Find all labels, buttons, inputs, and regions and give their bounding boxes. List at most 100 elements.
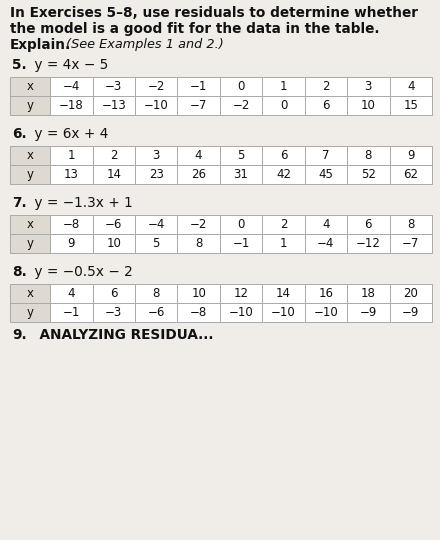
Text: 42: 42 bbox=[276, 168, 291, 181]
Bar bbox=[50, 234, 92, 253]
Text: 13: 13 bbox=[64, 168, 79, 181]
Bar bbox=[92, 96, 135, 115]
Text: 1: 1 bbox=[280, 80, 287, 93]
Bar bbox=[50, 146, 92, 165]
Bar bbox=[50, 303, 92, 322]
Bar bbox=[135, 284, 177, 303]
Text: 6: 6 bbox=[365, 218, 372, 231]
Bar bbox=[304, 303, 347, 322]
Text: 20: 20 bbox=[403, 287, 418, 300]
Text: 8: 8 bbox=[407, 218, 414, 231]
Text: Explain.: Explain. bbox=[10, 38, 71, 52]
Text: −6: −6 bbox=[147, 306, 165, 319]
Text: 8: 8 bbox=[153, 287, 160, 300]
Text: 4: 4 bbox=[407, 80, 414, 93]
Text: 3: 3 bbox=[365, 80, 372, 93]
Bar bbox=[177, 96, 220, 115]
Bar bbox=[347, 303, 389, 322]
Text: 4: 4 bbox=[322, 218, 330, 231]
Bar bbox=[304, 165, 347, 184]
Text: x: x bbox=[26, 287, 33, 300]
Text: 52: 52 bbox=[361, 168, 376, 181]
Text: 5: 5 bbox=[153, 237, 160, 250]
Text: 62: 62 bbox=[403, 168, 418, 181]
Bar bbox=[304, 234, 347, 253]
Bar bbox=[347, 215, 389, 234]
Bar bbox=[347, 234, 389, 253]
Bar bbox=[177, 234, 220, 253]
Text: −2: −2 bbox=[190, 218, 207, 231]
Text: y = −1.3x + 1: y = −1.3x + 1 bbox=[30, 196, 133, 210]
Bar bbox=[304, 215, 347, 234]
Text: 0: 0 bbox=[280, 99, 287, 112]
Bar bbox=[10, 77, 50, 96]
Text: −18: −18 bbox=[59, 99, 84, 112]
Text: −10: −10 bbox=[271, 306, 296, 319]
Bar bbox=[10, 215, 50, 234]
Text: −9: −9 bbox=[359, 306, 377, 319]
Bar bbox=[347, 96, 389, 115]
Text: 2: 2 bbox=[322, 80, 330, 93]
Text: y = 6x + 4: y = 6x + 4 bbox=[30, 127, 108, 141]
Text: 0: 0 bbox=[237, 80, 245, 93]
Text: −4: −4 bbox=[317, 237, 334, 250]
Text: 15: 15 bbox=[403, 99, 418, 112]
Text: −8: −8 bbox=[62, 218, 80, 231]
Text: −1: −1 bbox=[62, 306, 80, 319]
Bar bbox=[135, 77, 177, 96]
Text: −3: −3 bbox=[105, 306, 122, 319]
Text: 4: 4 bbox=[68, 287, 75, 300]
Text: x: x bbox=[26, 218, 33, 231]
Bar bbox=[220, 146, 262, 165]
Text: −13: −13 bbox=[101, 99, 126, 112]
Text: 18: 18 bbox=[361, 287, 376, 300]
Text: −6: −6 bbox=[105, 218, 122, 231]
Text: 9: 9 bbox=[68, 237, 75, 250]
Text: 8.: 8. bbox=[12, 265, 27, 279]
Bar bbox=[262, 96, 304, 115]
Text: 9.: 9. bbox=[12, 328, 27, 342]
Text: 6.: 6. bbox=[12, 127, 27, 141]
Text: 7.: 7. bbox=[12, 196, 27, 210]
Text: −4: −4 bbox=[62, 80, 80, 93]
Bar bbox=[389, 77, 432, 96]
Bar bbox=[389, 165, 432, 184]
Text: 6: 6 bbox=[110, 287, 117, 300]
Text: y: y bbox=[26, 237, 33, 250]
Text: −10: −10 bbox=[229, 306, 253, 319]
Text: 2: 2 bbox=[110, 149, 117, 162]
Bar bbox=[389, 234, 432, 253]
Text: x: x bbox=[26, 80, 33, 93]
Text: 6: 6 bbox=[280, 149, 287, 162]
Bar bbox=[262, 284, 304, 303]
Bar bbox=[389, 96, 432, 115]
Text: −8: −8 bbox=[190, 306, 207, 319]
Bar bbox=[262, 215, 304, 234]
Text: 1: 1 bbox=[68, 149, 75, 162]
Bar bbox=[135, 215, 177, 234]
Bar bbox=[92, 146, 135, 165]
Text: −1: −1 bbox=[232, 237, 250, 250]
Bar bbox=[389, 215, 432, 234]
Bar bbox=[220, 234, 262, 253]
Text: 8: 8 bbox=[195, 237, 202, 250]
Text: 16: 16 bbox=[319, 287, 334, 300]
Bar bbox=[10, 234, 50, 253]
Bar bbox=[177, 215, 220, 234]
Bar bbox=[50, 96, 92, 115]
Text: −10: −10 bbox=[314, 306, 338, 319]
Text: −4: −4 bbox=[147, 218, 165, 231]
Text: 10: 10 bbox=[106, 237, 121, 250]
Text: 3: 3 bbox=[153, 149, 160, 162]
Bar bbox=[92, 234, 135, 253]
Text: 4: 4 bbox=[195, 149, 202, 162]
Text: 8: 8 bbox=[365, 149, 372, 162]
Text: −10: −10 bbox=[144, 99, 169, 112]
Text: 31: 31 bbox=[234, 168, 249, 181]
Text: In Exercises 5–8, use residuals to determine whether: In Exercises 5–8, use residuals to deter… bbox=[10, 6, 418, 20]
Text: −2: −2 bbox=[232, 99, 250, 112]
Bar bbox=[389, 303, 432, 322]
Bar bbox=[10, 96, 50, 115]
Text: 10: 10 bbox=[191, 287, 206, 300]
Text: (See Examples 1 and 2.): (See Examples 1 and 2.) bbox=[62, 38, 224, 51]
